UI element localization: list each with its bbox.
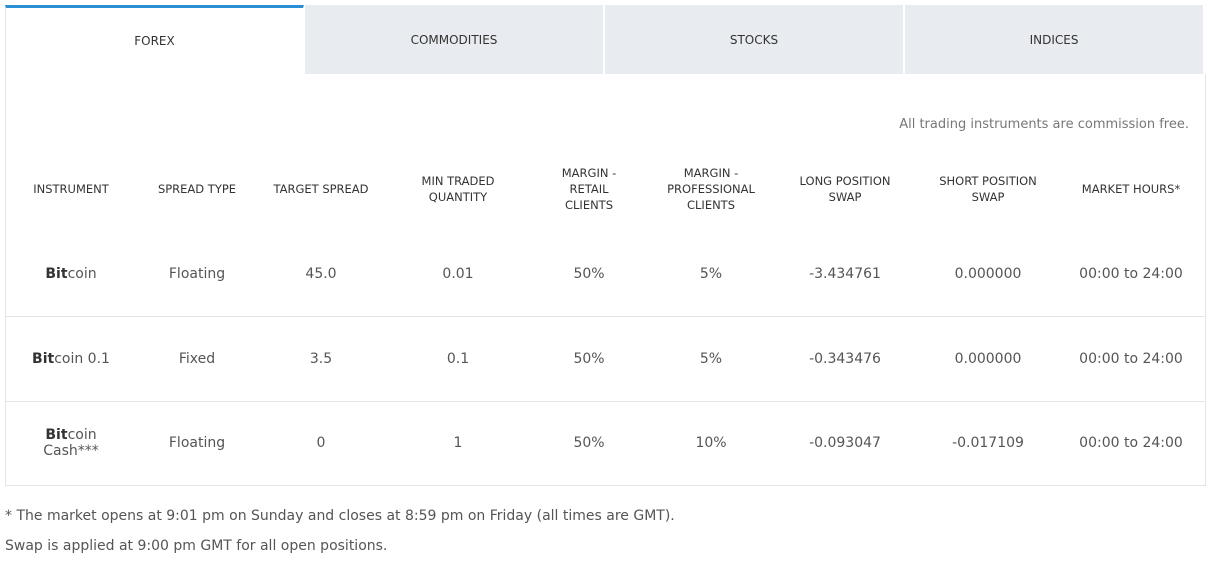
table-cell: 5% [699,351,723,367]
table-cell: 50% [573,351,605,367]
table-cell: 50% [573,435,605,451]
table-cell: 5% [699,266,723,282]
tab[interactable]: FOREX [5,5,304,74]
table-cell: 45.0 [305,266,337,282]
instrument-label: Bitcoin [45,266,96,282]
instrument-name: Bitcoin 0.1 [31,317,111,401]
table-cell: Fixed [178,351,216,367]
search-match: Bit [45,266,68,282]
row-separator [6,401,1204,402]
table-cell: 0.000000 [954,266,1022,282]
column-header: MIN TRADED QUANTITY [421,174,495,204]
column-header: MARKET HOURS* [1081,182,1181,196]
table-cell: 3.5 [309,351,333,367]
column-header: INSTRUMENT [33,182,109,196]
table-cell: Floating [168,435,226,451]
table-cell: -3.434761 [809,266,881,282]
footnote: Swap is applied at 9:00 pm GMT for all o… [5,538,388,554]
table-cell: 0.1 [446,351,470,367]
tab[interactable]: COMMODITIES [305,5,604,74]
instrument-label: Bitcoin 0.1 [32,351,110,367]
instrument-rest: coin [67,266,97,282]
search-match: Bit [32,351,55,367]
table-cell: 50% [573,266,605,282]
instrument-name: Bitcoin Cash*** [31,401,111,485]
table-cell: -0.093047 [809,435,881,451]
commission-note: All trading instruments are commission f… [899,117,1189,132]
column-header: MARGIN - RETAIL CLIENTS [561,166,617,212]
column-header: MARGIN - PROFESSIONAL CLIENTS [667,166,755,212]
column-header: SPREAD TYPE [157,182,237,196]
column-header: LONG POSITION SWAP [799,174,891,204]
table-cell: 00:00 to 24:00 [1079,266,1183,282]
table-cell: 00:00 to 24:00 [1079,351,1183,367]
tab[interactable]: STOCKS [605,5,904,74]
instrument-label: Bitcoin Cash*** [31,427,111,459]
search-match: Bit [45,427,68,443]
table-panel [5,74,1206,486]
column-header: TARGET SPREAD [273,182,369,196]
table-cell: -0.017109 [952,435,1024,451]
table-cell: 0.01 [442,266,474,282]
instrument-rest: coin 0.1 [54,351,110,367]
column-header: SHORT POSITION SWAP [939,174,1037,204]
table-cell: 10% [695,435,727,451]
table-cell: 1 [453,435,463,451]
row-separator [6,316,1204,317]
table-cell: 00:00 to 24:00 [1079,435,1183,451]
table-cell: 0.000000 [954,351,1022,367]
footnote: * The market opens at 9:01 pm on Sunday … [5,508,675,524]
instrument-rest: coin Cash*** [43,427,99,459]
instrument-name: Bitcoin [31,232,111,316]
table-cell: 0 [316,435,326,451]
tab[interactable]: INDICES [905,5,1204,74]
table-cell: Floating [168,266,226,282]
table-cell: -0.343476 [809,351,881,367]
